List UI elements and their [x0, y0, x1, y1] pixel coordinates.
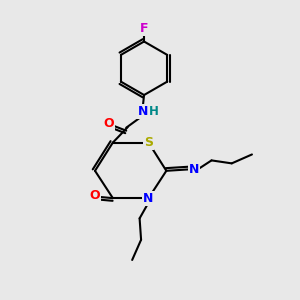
Text: N: N	[137, 105, 148, 118]
Text: F: F	[140, 22, 148, 34]
Text: S: S	[144, 136, 153, 149]
Text: O: O	[89, 189, 100, 202]
Text: N: N	[143, 192, 154, 205]
Text: N: N	[188, 163, 199, 176]
Text: H: H	[149, 105, 159, 118]
Text: O: O	[103, 117, 114, 130]
